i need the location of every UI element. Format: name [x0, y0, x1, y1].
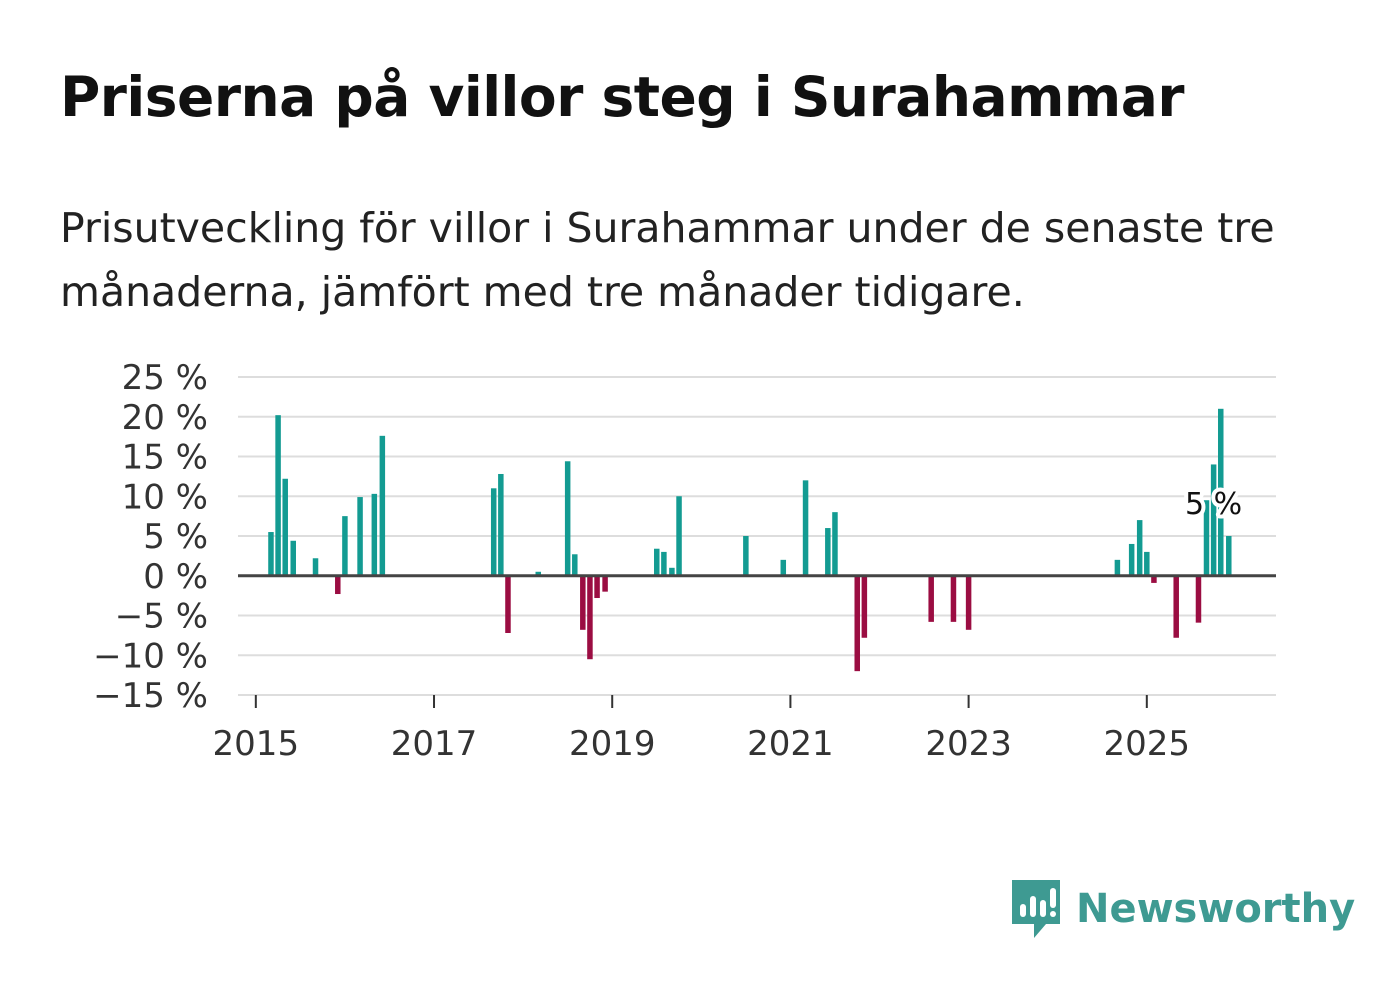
bar	[498, 473, 504, 576]
x-tick-label: 2019	[569, 724, 656, 764]
bar	[1144, 551, 1150, 576]
newsworthy-logo: Newsworthy	[1010, 878, 1355, 940]
x-tick-label: 2017	[391, 724, 478, 764]
gridlines	[238, 376, 1276, 696]
bar	[505, 575, 511, 633]
x-tick-label: 2015	[213, 724, 300, 764]
chart-subtitle: Prisutveckling för villor i Surahammar u…	[60, 204, 1275, 316]
bar	[594, 575, 600, 599]
bar	[379, 435, 386, 576]
y-tick-label: 15 %	[122, 438, 208, 478]
y-tick-label: 5 %	[143, 517, 208, 557]
bar	[928, 575, 934, 622]
bars	[268, 408, 1232, 672]
bar	[268, 532, 274, 576]
bar	[950, 575, 957, 622]
y-tick-label: −15 %	[93, 676, 208, 716]
bar	[1173, 575, 1179, 638]
newsworthy-logo-text: Newsworthy	[1076, 886, 1356, 932]
bar	[1151, 575, 1157, 583]
annotation: 5 %	[1181, 483, 1246, 526]
y-tick-label: 20 %	[122, 398, 208, 438]
bar	[780, 559, 787, 576]
bar	[312, 558, 319, 576]
bar	[1136, 520, 1143, 576]
bar	[275, 415, 281, 576]
annotation-label: 5 %	[1185, 487, 1242, 522]
bar	[1203, 500, 1210, 576]
y-axis-ticks: 25 %20 %15 %10 %5 %0 %−5 %−10 %−15 %	[93, 358, 208, 716]
bar	[290, 540, 296, 576]
bar	[1128, 543, 1135, 576]
bar	[1114, 559, 1121, 576]
bar-chart: 25 %20 %15 %10 %5 %0 %−5 %−10 %−15 % 201…	[93, 358, 1276, 764]
bar	[1210, 464, 1217, 576]
bar	[661, 551, 667, 576]
y-tick-label: −10 %	[93, 636, 208, 676]
chart-title: Priserna på villor steg i Surahammar	[60, 65, 1184, 129]
bar	[587, 575, 593, 660]
bar	[1218, 408, 1224, 576]
bar	[1195, 575, 1202, 623]
bar	[580, 575, 586, 630]
y-tick-label: −5 %	[115, 597, 208, 637]
bar	[564, 461, 571, 576]
bar	[802, 480, 809, 576]
bar	[669, 567, 675, 576]
bar	[743, 536, 749, 576]
bar	[535, 571, 542, 576]
bar	[357, 497, 363, 576]
bar	[861, 575, 868, 638]
y-tick-label: 10 %	[122, 477, 208, 517]
x-axis-ticks: 2015 2017 2019 2021 2023 2025	[213, 695, 1191, 764]
bar	[825, 528, 831, 576]
bar	[572, 554, 578, 576]
bar	[676, 496, 682, 576]
bar	[335, 575, 341, 595]
bar	[832, 512, 838, 576]
bar	[854, 575, 860, 672]
newsworthy-logo-icon	[1012, 880, 1060, 938]
bar	[342, 516, 348, 576]
bar	[654, 548, 660, 576]
bar	[1226, 536, 1232, 576]
y-tick-label: 0 %	[143, 557, 208, 597]
bar	[490, 488, 497, 576]
bar	[371, 493, 378, 576]
bar	[282, 478, 288, 576]
x-tick-label: 2025	[1104, 724, 1191, 764]
x-tick-label: 2023	[925, 724, 1012, 764]
bar	[965, 575, 972, 630]
bar	[602, 575, 608, 592]
x-tick-label: 2021	[747, 724, 834, 764]
y-tick-label: 25 %	[122, 358, 208, 398]
